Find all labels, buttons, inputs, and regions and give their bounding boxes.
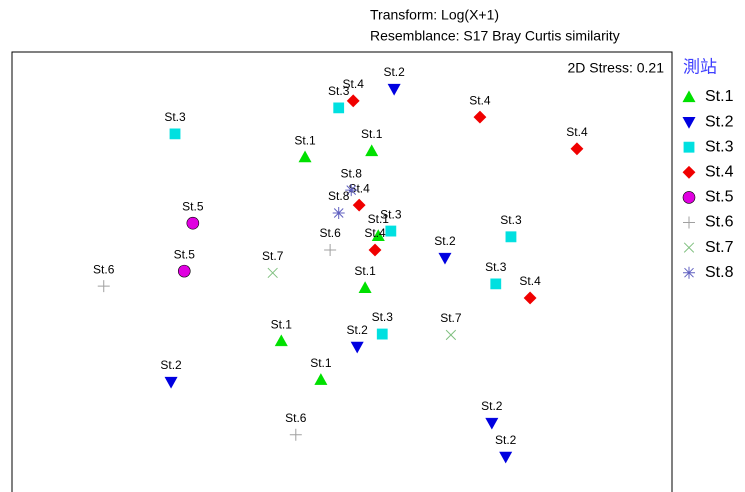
legend-title: 測站 bbox=[683, 57, 717, 76]
point-label: St.3 bbox=[380, 207, 402, 221]
legend-marker bbox=[683, 266, 695, 279]
point-marker bbox=[177, 264, 191, 278]
point-label: St.2 bbox=[495, 433, 517, 447]
point-label: St.3 bbox=[328, 84, 350, 98]
point-marker bbox=[298, 150, 312, 163]
point-label: St.2 bbox=[383, 65, 405, 79]
plot-frame bbox=[11, 51, 673, 492]
point-marker bbox=[314, 373, 328, 385]
legend-marker bbox=[683, 242, 695, 253]
point-marker bbox=[358, 281, 372, 293]
point-marker bbox=[387, 83, 401, 96]
point-label: St.7 bbox=[440, 311, 462, 325]
legend-marker bbox=[683, 141, 695, 153]
point-marker bbox=[485, 417, 499, 430]
point-marker bbox=[352, 198, 366, 212]
point-marker bbox=[385, 225, 397, 237]
point-label: St.4 bbox=[348, 181, 370, 195]
point-label: St.6 bbox=[319, 226, 341, 240]
point-marker bbox=[274, 334, 288, 347]
point-marker bbox=[97, 280, 110, 293]
point-label: St.4 bbox=[364, 226, 386, 240]
point-label: St.6 bbox=[93, 262, 115, 276]
point-label: St.7 bbox=[262, 249, 284, 263]
point-marker bbox=[570, 142, 584, 156]
point-marker bbox=[289, 428, 302, 441]
point-label: St.1 bbox=[361, 127, 383, 141]
point-label: St.2 bbox=[347, 323, 369, 337]
legend-label: St.1 bbox=[705, 88, 734, 105]
point-label: St.1 bbox=[271, 317, 293, 331]
point-marker bbox=[368, 243, 382, 257]
point-marker bbox=[164, 376, 178, 389]
point-marker bbox=[365, 144, 379, 157]
point-label: St.2 bbox=[481, 399, 503, 413]
legend-marker bbox=[683, 216, 695, 229]
legend-label: St.4 bbox=[705, 164, 734, 181]
point-marker bbox=[438, 252, 452, 265]
point-label: St.1 bbox=[368, 212, 390, 226]
transform-label: Transform: Log(X+1) bbox=[370, 7, 499, 23]
point-label: St.1 bbox=[294, 133, 316, 147]
point-label: St.2 bbox=[160, 358, 182, 372]
point-label: St.8 bbox=[328, 189, 350, 203]
point-marker bbox=[345, 184, 358, 197]
point-label: St.4 bbox=[343, 77, 365, 91]
point-label: St.3 bbox=[485, 260, 507, 274]
resemblance-label: Resemblance: S17 Bray Curtis similarity bbox=[370, 28, 620, 44]
point-label: St.8 bbox=[341, 166, 363, 180]
point-label: St.4 bbox=[519, 274, 541, 288]
legend-label: St.7 bbox=[705, 239, 734, 256]
point-marker bbox=[376, 328, 388, 340]
point-marker bbox=[186, 216, 200, 230]
legend-label: St.5 bbox=[705, 189, 734, 206]
legend-marker bbox=[682, 191, 696, 204]
point-label: St.5 bbox=[174, 247, 196, 261]
legend-label: St.2 bbox=[705, 113, 734, 130]
point-label: St.1 bbox=[310, 356, 332, 370]
point-label: St.4 bbox=[469, 93, 491, 107]
point-marker bbox=[333, 102, 345, 114]
point-label: St.6 bbox=[285, 411, 307, 425]
point-label: St.3 bbox=[372, 310, 394, 324]
legend-label: St.3 bbox=[705, 138, 734, 155]
point-marker bbox=[445, 329, 457, 341]
point-marker bbox=[499, 451, 513, 464]
point-marker bbox=[267, 267, 278, 279]
point-label: St.5 bbox=[182, 199, 204, 213]
point-label: St.3 bbox=[500, 213, 522, 227]
point-marker bbox=[473, 110, 487, 124]
legend-marker bbox=[682, 117, 696, 129]
point-marker bbox=[324, 244, 337, 256]
legend-label: St.8 bbox=[705, 264, 734, 281]
legend-marker bbox=[682, 165, 696, 179]
point-marker bbox=[371, 229, 385, 242]
point-marker bbox=[505, 231, 517, 243]
point-label: St.3 bbox=[164, 110, 186, 124]
point-label: St.2 bbox=[434, 234, 456, 248]
point-marker bbox=[169, 128, 181, 140]
point-label: St.4 bbox=[566, 125, 588, 139]
point-marker bbox=[490, 278, 502, 290]
point-marker bbox=[332, 207, 345, 220]
point-marker bbox=[523, 291, 537, 305]
point-marker bbox=[346, 94, 360, 108]
point-marker bbox=[350, 341, 364, 354]
legend-label: St.6 bbox=[705, 214, 734, 231]
point-label: St.1 bbox=[354, 264, 376, 278]
stress-label: 2D Stress: 0.21 bbox=[568, 60, 665, 76]
legend-marker bbox=[682, 90, 696, 103]
